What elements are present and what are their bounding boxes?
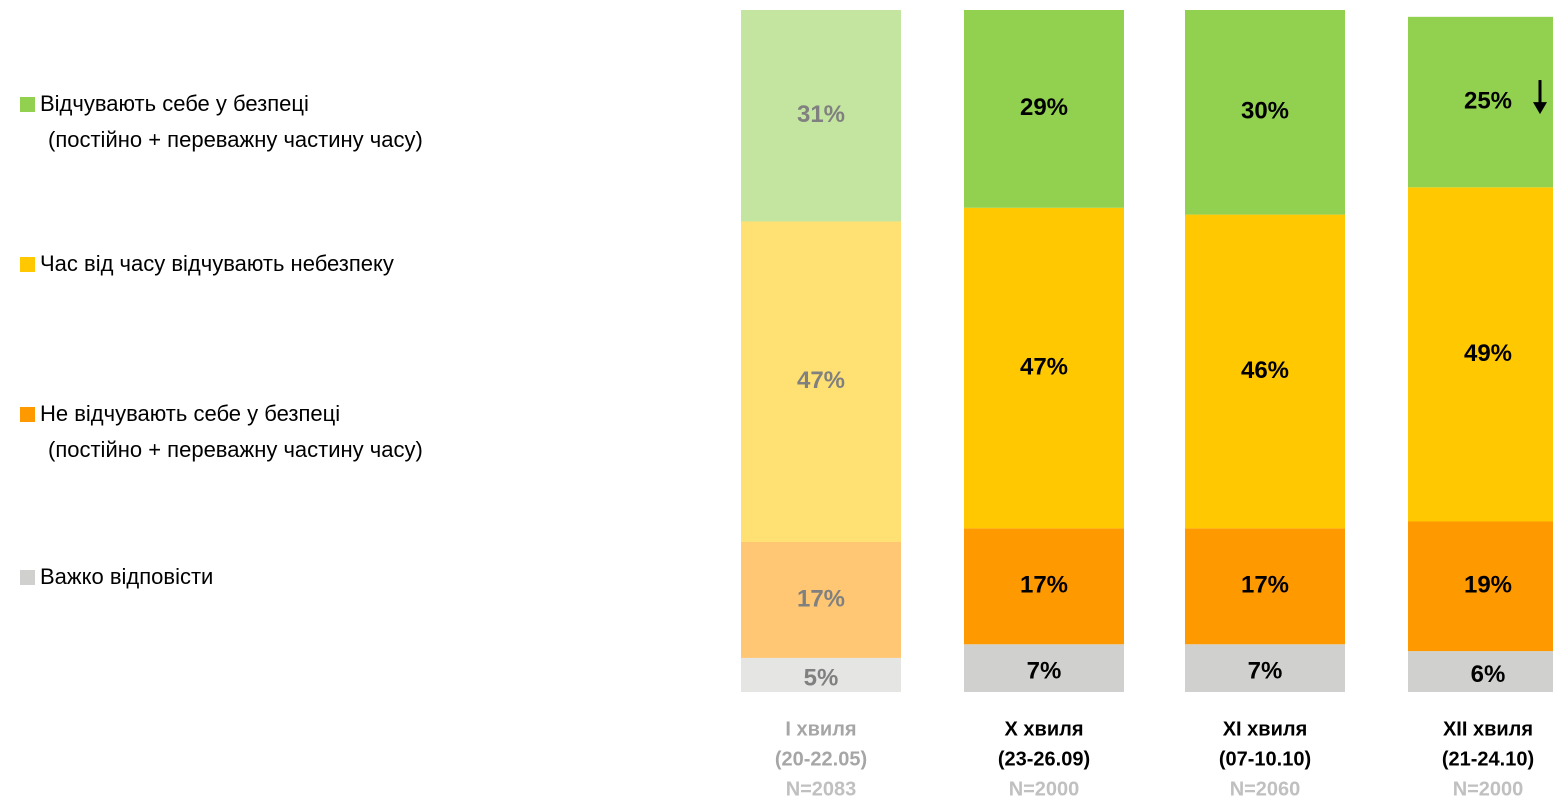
value-label: 19% xyxy=(1464,572,1512,599)
legend-swatch xyxy=(20,257,35,272)
x-tick-sample: N=2060 xyxy=(1230,778,1301,800)
bar-segment xyxy=(741,221,901,542)
value-label: 25% xyxy=(1464,87,1512,114)
bar-segment xyxy=(964,528,1124,645)
value-label: 47% xyxy=(1020,353,1068,380)
value-label: 47% xyxy=(797,367,845,394)
x-tick-date: (21-24.10) xyxy=(1442,748,1534,770)
bar-segment xyxy=(964,207,1124,529)
bar-segment xyxy=(1185,528,1345,645)
bar-segment xyxy=(1185,10,1345,215)
x-tick-label: X хвиля xyxy=(1005,718,1084,740)
legend-label: Час від часу відчувають небезпеку xyxy=(40,251,394,276)
bar-segment xyxy=(1408,521,1553,652)
bar-segment xyxy=(741,10,901,222)
value-label: 7% xyxy=(1027,657,1062,684)
bar-segment xyxy=(1408,651,1553,692)
x-tick-sample: N=2000 xyxy=(1009,778,1080,800)
x-tick-sample: N=2000 xyxy=(1453,778,1524,800)
x-tick-label: I хвиля xyxy=(785,718,856,740)
value-label: 30% xyxy=(1241,98,1289,125)
bar-segment xyxy=(741,657,901,692)
value-label: 31% xyxy=(797,101,845,128)
bar-segment xyxy=(1408,187,1553,522)
bar-segment xyxy=(1408,16,1553,188)
bar-segment xyxy=(1185,644,1345,692)
value-label: 46% xyxy=(1241,357,1289,384)
x-tick-sample: N=2083 xyxy=(786,778,857,800)
legend-label: Не відчувають себе у безпеці xyxy=(40,401,340,426)
value-label: 17% xyxy=(1020,572,1068,599)
value-label: 5% xyxy=(804,664,839,691)
legend-swatch xyxy=(20,97,35,112)
x-tick-label: XI хвиля xyxy=(1223,718,1308,740)
bar-segment xyxy=(741,541,901,658)
value-label: 7% xyxy=(1248,657,1283,684)
x-tick-label: XII хвиля xyxy=(1443,718,1533,740)
bar-segment xyxy=(1185,214,1345,529)
x-tick-date: (07-10.10) xyxy=(1219,748,1311,770)
value-label: 49% xyxy=(1464,340,1512,367)
legend-label: Важко відповісти xyxy=(40,564,213,589)
value-label: 29% xyxy=(1020,94,1068,121)
x-tick-date: (23-26.09) xyxy=(998,748,1090,770)
bar-segment xyxy=(964,10,1124,208)
legend-note: (постійно + переважну частину часу) xyxy=(48,437,423,462)
trend-arrow-head xyxy=(1533,102,1547,115)
legend-swatch xyxy=(20,570,35,585)
value-label: 6% xyxy=(1471,661,1506,688)
legend-note: (постійно + переважну частину часу) xyxy=(48,127,423,152)
trend-arrow xyxy=(1533,80,1547,115)
bar-segment xyxy=(964,644,1124,692)
legend-label: Відчувають себе у безпеці xyxy=(40,91,309,116)
value-label: 17% xyxy=(797,585,845,612)
x-tick-date: (20-22.05) xyxy=(775,748,867,770)
value-label: 17% xyxy=(1241,572,1289,599)
legend-swatch xyxy=(20,407,35,422)
